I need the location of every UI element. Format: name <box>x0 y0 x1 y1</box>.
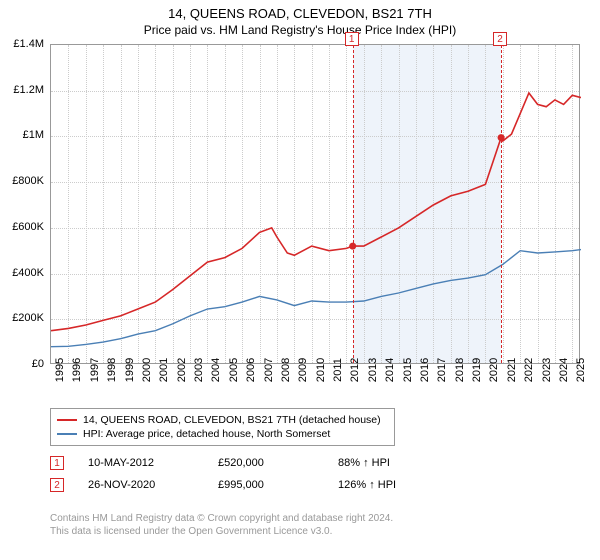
x-tick-label: 2010 <box>315 358 327 382</box>
x-tick-label: 2021 <box>506 358 518 382</box>
x-tick-label: 2014 <box>384 358 396 382</box>
chart-subtitle: Price paid vs. HM Land Registry's House … <box>0 21 600 41</box>
x-tick-label: 2015 <box>402 358 414 382</box>
y-tick-label: £1.2M <box>0 84 44 96</box>
sales-row: 2 26-NOV-2020£995,000126% ↑ HPI <box>50 474 438 496</box>
x-tick-label: 2018 <box>454 358 466 382</box>
x-tick-label: 1997 <box>89 358 101 382</box>
x-tick-label: 2020 <box>488 358 500 382</box>
sales-row-price: £995,000 <box>218 479 338 491</box>
x-tick-label: 2004 <box>210 358 222 382</box>
x-tick-label: 2019 <box>471 358 483 382</box>
x-tick-label: 1999 <box>124 358 136 382</box>
sale-marker-box: 1 <box>345 32 359 46</box>
sales-row: 1 10-MAY-2012£520,00088% ↑ HPI <box>50 452 438 474</box>
y-tick-label: £800K <box>0 175 44 187</box>
x-tick-label: 2022 <box>523 358 535 382</box>
x-tick-label: 2025 <box>575 358 587 382</box>
sale-marker-line <box>501 45 502 363</box>
x-tick-label: 2006 <box>245 358 257 382</box>
x-tick-label: 2012 <box>349 358 361 382</box>
y-tick-label: £1M <box>0 129 44 141</box>
legend-item: HPI: Average price, detached house, Nort… <box>57 427 388 441</box>
chart-container: 14, QUEENS ROAD, CLEVEDON, BS21 7TH Pric… <box>0 0 600 560</box>
sale-marker-box: 2 <box>493 32 507 46</box>
legend-label: 14, QUEENS ROAD, CLEVEDON, BS21 7TH (det… <box>83 414 381 426</box>
x-tick-label: 2001 <box>158 358 170 382</box>
x-tick-label: 2003 <box>193 358 205 382</box>
x-tick-label: 2002 <box>176 358 188 382</box>
sales-row-hpi: 126% ↑ HPI <box>338 479 438 491</box>
sales-row-marker: 1 <box>50 456 64 470</box>
legend-swatch <box>57 419 77 421</box>
x-tick-label: 2024 <box>558 358 570 382</box>
x-tick-label: 2005 <box>228 358 240 382</box>
plot-area <box>50 44 580 364</box>
footer: Contains HM Land Registry data © Crown c… <box>50 512 393 538</box>
sales-table: 1 10-MAY-2012£520,00088% ↑ HPI 2 26-NOV-202… <box>50 452 438 496</box>
x-tick-label: 1996 <box>71 358 83 382</box>
sales-row-hpi: 88% ↑ HPI <box>338 457 438 469</box>
chart-title: 14, QUEENS ROAD, CLEVEDON, BS21 7TH <box>0 0 600 21</box>
legend-swatch <box>57 433 77 435</box>
y-tick-label: £600K <box>0 221 44 233</box>
legend-label: HPI: Average price, detached house, Nort… <box>83 428 330 440</box>
x-tick-label: 2009 <box>297 358 309 382</box>
x-tick-label: 2000 <box>141 358 153 382</box>
y-tick-label: £200K <box>0 312 44 324</box>
x-tick-label: 2013 <box>367 358 379 382</box>
sales-row-price: £520,000 <box>218 457 338 469</box>
legend-item: 14, QUEENS ROAD, CLEVEDON, BS21 7TH (det… <box>57 413 388 427</box>
y-tick-label: £400K <box>0 267 44 279</box>
sale-marker-line <box>353 45 354 363</box>
footer-line2: This data is licensed under the Open Gov… <box>50 525 393 538</box>
x-tick-label: 1998 <box>106 358 118 382</box>
legend: 14, QUEENS ROAD, CLEVEDON, BS21 7TH (det… <box>50 408 395 446</box>
y-tick-label: £1.4M <box>0 38 44 50</box>
y-tick-label: £0 <box>0 358 44 370</box>
x-tick-label: 1995 <box>54 358 66 382</box>
sales-row-date: 26-NOV-2020 <box>88 479 218 491</box>
x-tick-label: 2023 <box>541 358 553 382</box>
x-tick-label: 2011 <box>332 358 344 382</box>
sales-row-marker: 2 <box>50 478 64 492</box>
sales-row-date: 10-MAY-2012 <box>88 457 218 469</box>
x-tick-label: 2017 <box>436 358 448 382</box>
footer-line1: Contains HM Land Registry data © Crown c… <box>50 512 393 525</box>
x-tick-label: 2008 <box>280 358 292 382</box>
x-tick-label: 2016 <box>419 358 431 382</box>
x-tick-label: 2007 <box>263 358 275 382</box>
